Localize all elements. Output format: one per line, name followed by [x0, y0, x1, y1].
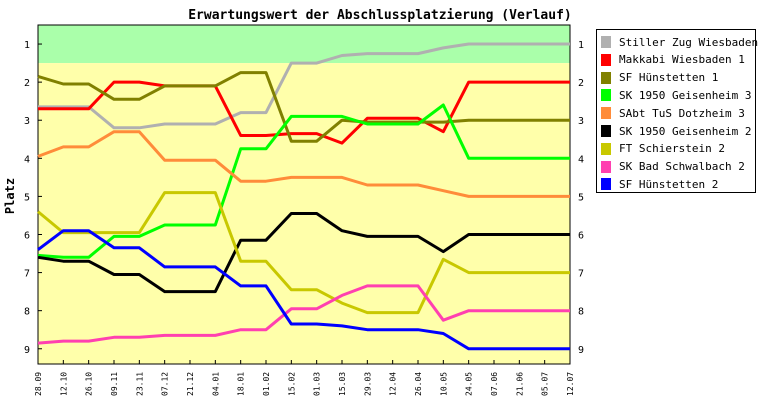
legend-label: SK Bad Schwalbach 2 [619, 160, 745, 174]
y-tick-label: 5 [24, 192, 30, 203]
x-tick-label: 10.05 [439, 372, 448, 396]
y-tick-label: 7 [24, 269, 30, 280]
series-line [38, 80, 570, 145]
x-tick-label: 18.01 [237, 372, 246, 396]
y-tick-label-right: 2 [578, 78, 584, 89]
x-tick-label: 21.06 [515, 372, 524, 396]
legend-swatch [601, 107, 611, 120]
legend-item: Stiller Zug Wiesbaden 2 [601, 34, 760, 50]
y-tick-label-right: 8 [578, 307, 584, 318]
legend-item: SK 1950 Geisenheim 3 [601, 87, 751, 103]
y-tick-label-right: 1 [578, 40, 584, 51]
x-tick-label: 12.10 [59, 372, 68, 396]
legend-item: SF Hünstetten 2 [601, 176, 718, 192]
legend-swatch [601, 71, 611, 84]
y-tick-label-right: 7 [578, 269, 584, 280]
legend-label: SF Hünstetten 1 [619, 71, 719, 85]
legend: Stiller Zug Wiesbaden 2 Makkabi Wiesbaden… [596, 29, 760, 193]
y-tick-label: 8 [24, 307, 30, 318]
chart-title: Erwartungswert der Abschlussplatzierung … [188, 8, 572, 23]
legend-label: Stiller Zug Wiesbaden 2 [619, 35, 760, 49]
series-line [37, 212, 570, 294]
legend-swatch [601, 142, 611, 155]
y-tick-label-right: 3 [578, 116, 584, 127]
legend-swatch [601, 89, 611, 102]
x-tick-label: 15.03 [338, 372, 347, 396]
x-tick-label: 01.03 [313, 372, 322, 396]
series-line [38, 42, 570, 130]
series-line [37, 191, 570, 315]
y-axis-label: Platz [3, 178, 17, 214]
legend-swatch [601, 53, 611, 66]
y-tick-label: 2 [24, 78, 30, 89]
legend-swatch [601, 125, 611, 137]
legend-label: SF Hünstetten 2 [619, 177, 719, 191]
x-tick-label: 26.10 [85, 372, 94, 396]
x-tick-label: 07.06 [490, 372, 499, 396]
x-tick-label: 28.09 [34, 372, 43, 396]
y-tick-label: 3 [24, 116, 30, 127]
x-tick-label: 24.05 [465, 372, 474, 396]
y-tick-label: 6 [24, 230, 30, 241]
series-line [37, 103, 570, 259]
series-line [37, 229, 570, 351]
legend-label: SAbt TuS Dotzheim 3 [619, 106, 745, 120]
x-tick-label: 29.03 [363, 372, 372, 396]
x-tick-label: 09.11 [110, 372, 119, 396]
legend-swatch [601, 160, 611, 173]
legend-item: FT Schierstein 2 [601, 141, 725, 157]
series-line [37, 130, 570, 198]
y-tick-label-right: 4 [578, 154, 584, 165]
legend-item: SK 1950 Geisenheim 2 [601, 123, 751, 139]
legend-label: Makkabi Wiesbaden 1 [619, 53, 745, 67]
legend-label: SK 1950 Geisenheim 3 [619, 88, 752, 102]
x-tick-label: 07.12 [161, 372, 170, 396]
legend-item: SK Bad Schwalbach 2 [601, 159, 745, 175]
x-tick-label: 12.07 [566, 372, 575, 396]
x-tick-label: 05.07 [541, 372, 550, 396]
series-line [37, 284, 570, 345]
x-tick-label: 01.02 [262, 372, 271, 396]
x-tick-label: 23.11 [135, 372, 144, 396]
y-tick-label: 9 [24, 345, 30, 356]
y-tick-label: 1 [24, 40, 30, 51]
x-tick-label: 21.12 [186, 372, 195, 396]
x-tick-label: 12.04 [389, 372, 398, 396]
legend-swatch [601, 36, 611, 48]
series-line [37, 71, 570, 143]
plot-frame [37, 24, 571, 365]
y-tick-label-right: 5 [578, 192, 584, 203]
x-tick-label: 04.01 [211, 372, 220, 396]
x-tick-label: 15.02 [287, 372, 296, 396]
x-tick-label: 26.04 [414, 372, 423, 396]
y-tick-label-right: 6 [578, 230, 584, 241]
legend-item: SF Hünstetten 1 [601, 70, 718, 86]
legend-item: Makkabi Wiesbaden 1 [601, 52, 745, 68]
legend-swatch [601, 178, 611, 191]
legend-label: SK 1950 Geisenheim 2 [619, 124, 752, 138]
y-tick-label: 4 [24, 154, 30, 165]
legend-item: SAbt TuS Dotzheim 3 [601, 105, 745, 121]
y-tick-label-right: 9 [578, 345, 584, 356]
legend-label: FT Schierstein 2 [619, 142, 725, 156]
